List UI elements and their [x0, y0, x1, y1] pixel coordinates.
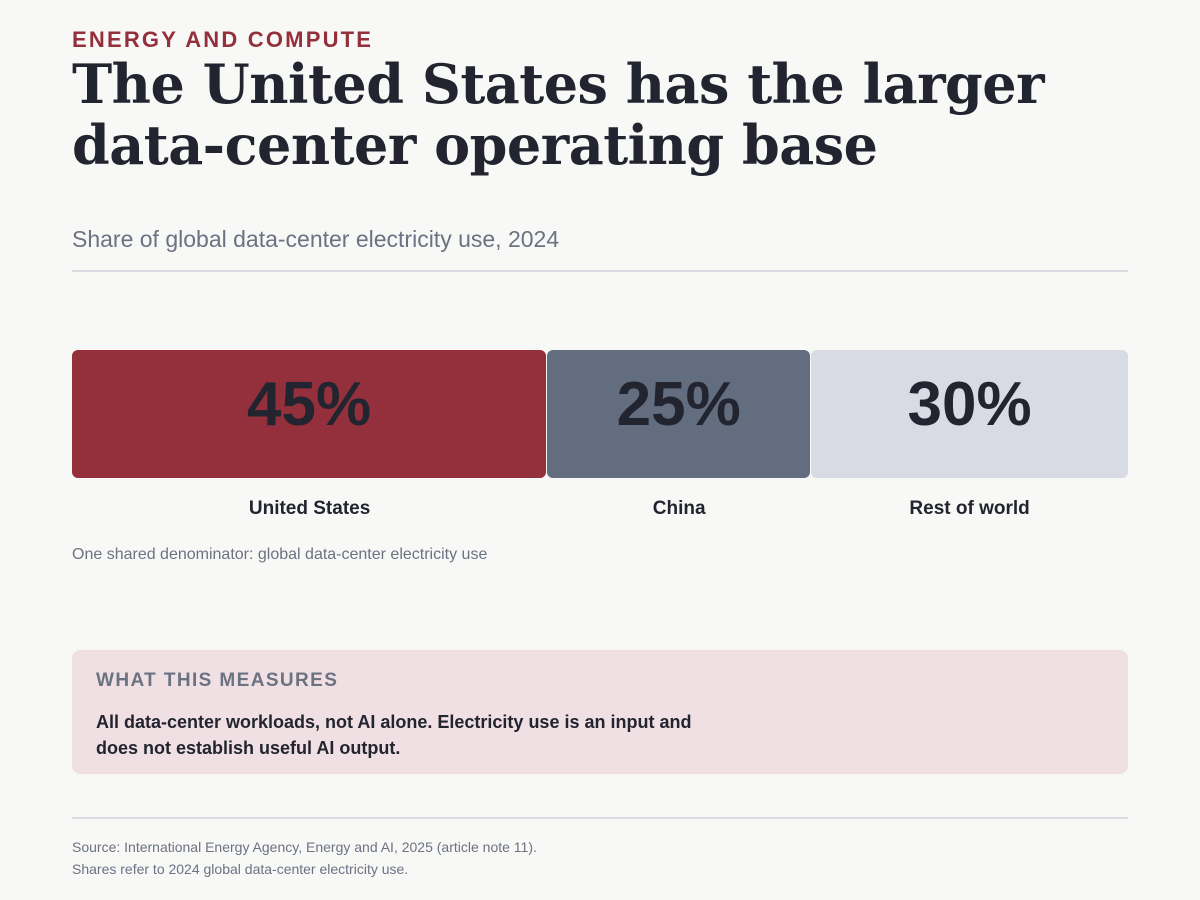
chart-subtitle: Share of global data-center electricity …	[72, 226, 560, 252]
headline: The United States has the larger data-ce…	[72, 54, 1128, 176]
category-label-china: China	[652, 498, 706, 519]
stacked-share-bar: 45% 25% 30%	[72, 350, 1128, 478]
source-line-1: Source: International Energy Agency, Ene…	[72, 839, 537, 855]
headline-line-2: data-center operating base	[72, 113, 878, 177]
kicker: ENERGY AND COMPUTE	[72, 27, 374, 52]
source-line-2: Shares refer to 2024 global data-center …	[72, 861, 409, 877]
headline-line-1: The United States has the larger	[72, 52, 1045, 116]
bottom-divider	[72, 817, 1128, 819]
denominator-note: One shared denominator: global data-cent…	[72, 546, 488, 563]
bar-segment-rest-of-world: 30%	[811, 350, 1128, 478]
measure-callout: WHAT THIS MEASURES All data-center workl…	[72, 650, 1128, 774]
source-note: Source: International Energy Agency, Ene…	[72, 836, 537, 880]
category-label-united-states: United States	[248, 498, 371, 519]
value-label-china: 25%	[616, 370, 741, 439]
callout-heading: WHAT THIS MEASURES	[96, 670, 339, 691]
category-label-rest-of-world: Rest of world	[909, 498, 1030, 519]
bar-segment-china: 25%	[547, 350, 811, 478]
page: ENERGY AND COMPUTE The United States has…	[72, 0, 1128, 900]
value-label-united-states: 45%	[247, 370, 372, 439]
top-divider	[72, 270, 1128, 272]
callout-body: All data-center workloads, not AI alone.…	[96, 712, 692, 758]
bar-segment-united-states: 45%	[72, 350, 547, 478]
value-label-rest-of-world: 30%	[907, 370, 1032, 439]
